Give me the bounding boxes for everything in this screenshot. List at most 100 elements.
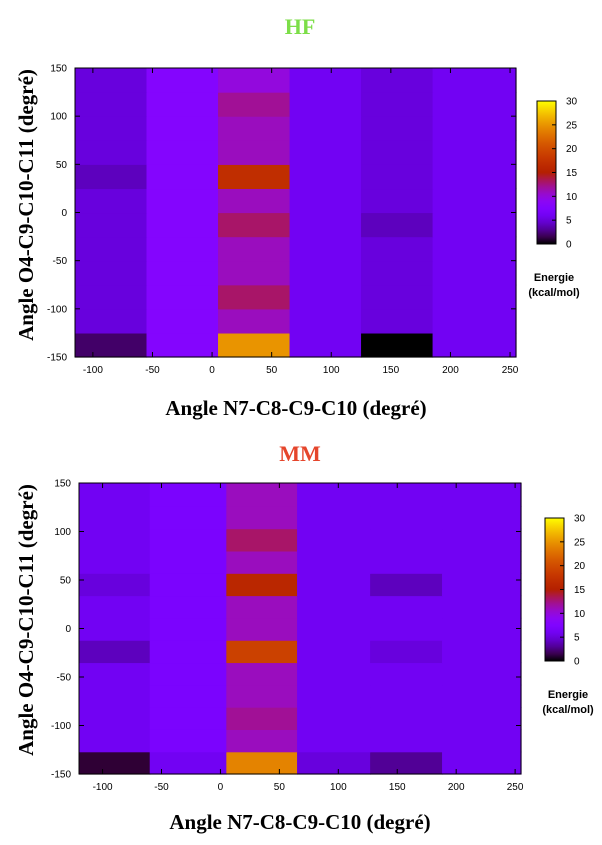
hf-title: HF	[285, 14, 316, 39]
colorbar-tick-label: 0	[574, 657, 580, 668]
hf-colorbar: 0 5 10 15 20 25 30	[536, 97, 578, 251]
heatmap-cell	[79, 550, 151, 574]
heatmap-cell	[75, 308, 148, 334]
mm-legend-title: Energie	[548, 689, 588, 701]
heatmap-cell	[146, 68, 219, 93]
y-tick-label: 50	[56, 160, 68, 171]
heatmap-cell	[370, 662, 443, 686]
heatmap-cell	[79, 573, 151, 597]
hf-y-axis-label: Angle O4-C9-C10-C11 (degré)	[14, 69, 38, 341]
heatmap-cell	[79, 751, 151, 775]
x-tick-label: 50	[266, 365, 278, 376]
heatmap-cell	[218, 332, 291, 358]
heatmap-cell	[370, 751, 443, 775]
heatmap-cell	[146, 236, 219, 262]
heatmap-cell	[442, 528, 522, 552]
heatmap-cell	[289, 332, 362, 358]
heatmap-cell	[226, 751, 298, 775]
heatmap-cell	[226, 506, 298, 530]
heatmap-cell	[218, 212, 291, 238]
x-tick-label: 200	[442, 365, 459, 376]
x-tick-label: 150	[389, 782, 406, 793]
heatmap-cell	[297, 707, 371, 730]
x-tick-label: 150	[383, 365, 400, 376]
heatmap-cell	[370, 617, 443, 641]
heatmap-cell	[79, 707, 151, 730]
heatmap-cell	[432, 140, 517, 165]
mm-y-axis-label: Angle O4-C9-C10-C11 (degré)	[14, 484, 38, 756]
mm-colorbar: 0 5 10 15 20 25 30	[544, 514, 586, 668]
heatmap-cell	[442, 662, 522, 686]
heatmap-cell	[297, 528, 371, 552]
colorbar-tick-label: 10	[566, 192, 578, 203]
heatmap-cell	[432, 92, 517, 117]
heatmap-cell	[442, 640, 522, 664]
heatmap-cell	[149, 483, 227, 507]
heatmap-cell	[361, 260, 434, 286]
y-tick-label: -50	[53, 256, 68, 267]
heatmap-cell	[297, 573, 371, 597]
heatmap-cell	[289, 116, 362, 141]
heatmap-cell	[226, 595, 298, 619]
heatmap-cell	[297, 751, 371, 775]
colorbar-tick-label: 15	[574, 585, 586, 596]
heatmap-cell	[146, 140, 219, 165]
heatmap-cell	[218, 92, 291, 117]
heatmap-cell	[297, 662, 371, 686]
colorbar-tick-label: 5	[574, 633, 580, 644]
heatmap-cell	[370, 595, 443, 619]
heatmap-cell	[226, 707, 298, 730]
y-tick-label: -50	[57, 673, 72, 684]
heatmap-cell	[75, 212, 148, 238]
heatmap-cell	[226, 729, 298, 753]
heatmap-cell	[75, 236, 148, 262]
heatmap-cell	[226, 573, 298, 597]
heatmap-cell	[297, 640, 371, 664]
heatmap-cell	[146, 260, 219, 286]
heatmap-cell	[218, 68, 291, 93]
colorbar-tick-label: 20	[566, 144, 578, 155]
heatmap-cell	[75, 92, 148, 117]
heatmap-cell	[226, 528, 298, 552]
heatmap-cell	[432, 164, 517, 190]
colorbar-tick-label: 0	[566, 240, 572, 251]
heatmap-cell	[361, 68, 434, 93]
heatmap-cell	[370, 506, 443, 530]
colorbar-tick-label: 15	[566, 168, 578, 179]
heatmap-cell	[361, 236, 434, 262]
hf-legend-title: Energie	[534, 272, 574, 284]
x-tick-label: 250	[507, 782, 524, 793]
heatmap-cell	[432, 260, 517, 286]
hf-x-axis-label: Angle N7-C8-C9-C10 (degré)	[165, 396, 426, 420]
heatmap-cell	[149, 662, 227, 686]
heatmap-cell	[442, 573, 522, 597]
heatmap-cell	[442, 729, 522, 753]
y-tick-label: -100	[47, 304, 67, 315]
heatmap-cell	[149, 528, 227, 552]
heatmap-cell	[297, 729, 371, 753]
heatmap-cell	[442, 707, 522, 730]
heatmap-cell	[79, 684, 151, 708]
x-tick-label: -50	[145, 365, 160, 376]
heatmap-cell	[361, 284, 434, 310]
heatmap-cell	[289, 212, 362, 238]
heatmap-cell	[297, 684, 371, 708]
heatmap-cell	[432, 236, 517, 262]
heatmap-cell	[432, 188, 517, 214]
heatmap-cell	[289, 284, 362, 310]
heatmap-cell	[218, 236, 291, 262]
heatmap-cell	[442, 550, 522, 574]
heatmap-cell	[442, 483, 522, 507]
heatmap-cell	[218, 116, 291, 141]
heatmap-cell	[361, 116, 434, 141]
heatmap-cell	[361, 140, 434, 165]
x-tick-label: -100	[93, 782, 113, 793]
heatmap-cell	[79, 595, 151, 619]
heatmap-cell	[297, 617, 371, 641]
heatmap-cell	[218, 260, 291, 286]
heatmap-cell	[226, 483, 298, 507]
heatmap-cell	[149, 684, 227, 708]
heatmap-cell	[289, 236, 362, 262]
y-tick-label: -100	[51, 721, 71, 732]
